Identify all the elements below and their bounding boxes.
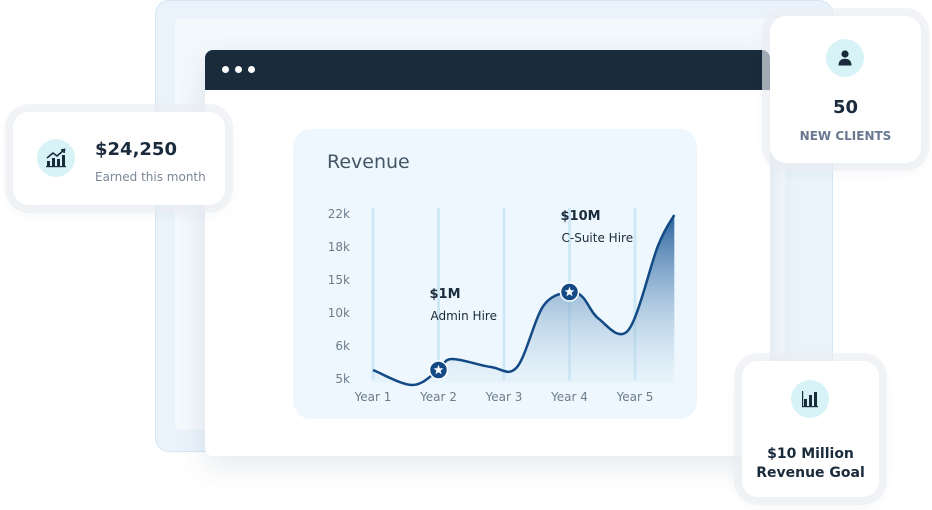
milestone-value: $1M xyxy=(430,287,461,302)
clients-card: 50 NEW CLIENTS xyxy=(770,16,921,163)
y-tick-label: 10k xyxy=(328,306,350,320)
x-tick-label: Year 5 xyxy=(616,390,654,404)
x-tick-label: Year 2 xyxy=(419,390,457,404)
revenue-chart-card: Revenue 22k 18k 15k 10k 6k 5k Year 1 Year 2 Year… xyxy=(293,129,697,419)
star-icon xyxy=(433,364,444,375)
goal-label-line1: $10 Million xyxy=(767,446,854,462)
milestone-value: $10M xyxy=(561,209,601,224)
y-tick-label: 18k xyxy=(328,240,350,254)
earned-label: Earned this month xyxy=(95,170,206,184)
user-icon xyxy=(826,39,864,77)
y-tick-label: 6k xyxy=(335,339,350,353)
earned-value: $24,250 xyxy=(95,139,177,160)
clients-label: NEW CLIENTS xyxy=(799,129,892,143)
y-tick-label: 22k xyxy=(328,207,350,221)
growth-chart-icon xyxy=(37,139,75,177)
milestone-label: C-Suite Hire xyxy=(562,231,634,245)
app-window: Revenue 22k 18k 15k 10k 6k 5k Year 1 Year 2 Year… xyxy=(205,50,770,456)
earned-card: $24,250 Earned this month xyxy=(13,112,225,205)
y-tick-label: 15k xyxy=(328,273,350,287)
chart-title: Revenue xyxy=(327,151,410,173)
clients-count: 50 xyxy=(832,97,859,118)
series-area xyxy=(373,215,675,385)
window-dot[interactable] xyxy=(222,66,229,73)
goal-card: $10 Million Revenue Goal xyxy=(742,361,879,497)
bar-chart-icon xyxy=(791,380,829,418)
window-dot[interactable] xyxy=(248,66,255,73)
x-tick-label: Year 1 xyxy=(354,390,392,404)
milestone-label: Admin Hire xyxy=(431,309,497,323)
x-tick-label: Year 4 xyxy=(550,390,588,404)
goal-label-line2: Revenue Goal xyxy=(756,465,865,481)
revenue-chart: 22k 18k 15k 10k 6k 5k Year 1 Year 2 Year 3 Year 4… xyxy=(328,207,676,404)
star-icon xyxy=(564,286,575,297)
window-dot[interactable] xyxy=(235,66,242,73)
y-tick-label: 5k xyxy=(335,372,350,386)
window-titlebar xyxy=(205,50,770,90)
goal-label: $10 Million Revenue Goal xyxy=(742,445,879,483)
x-tick-label: Year 3 xyxy=(485,390,523,404)
